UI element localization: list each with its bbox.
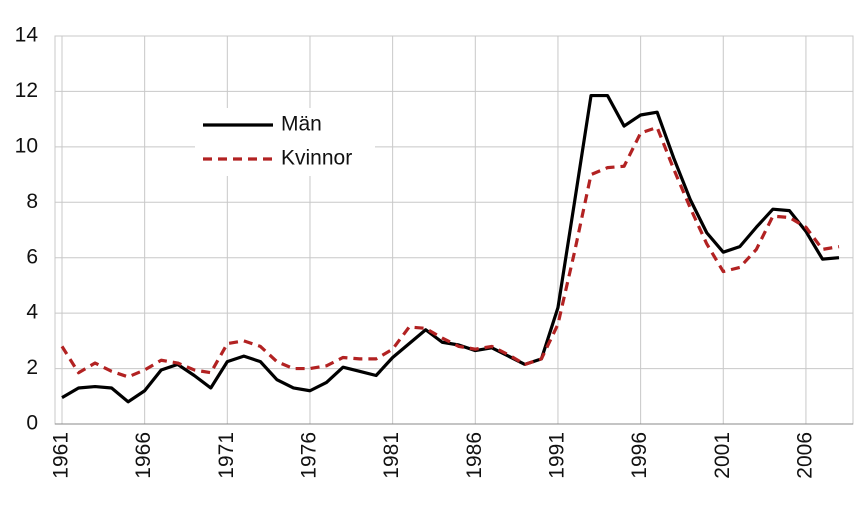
x-tick-label: 1966 xyxy=(132,432,155,479)
legend-label: Män xyxy=(281,113,322,136)
x-tick-label: 1996 xyxy=(628,432,651,479)
x-tick-label: 2006 xyxy=(793,432,816,479)
x-tick-label: 1986 xyxy=(463,432,486,479)
y-tick-label: 10 xyxy=(15,134,38,157)
x-tick-label: 1991 xyxy=(546,432,569,479)
y-tick-label: 2 xyxy=(26,356,38,379)
x-tick-label: 1981 xyxy=(380,432,403,479)
x-tick-label: 1976 xyxy=(298,432,321,479)
y-tick-label: 14 xyxy=(15,24,39,47)
y-tick-label: 12 xyxy=(15,79,38,102)
legend-box xyxy=(195,108,375,176)
legend-label: Kvinnor xyxy=(281,147,352,170)
x-tick-label: 1971 xyxy=(215,432,238,479)
y-tick-label: 6 xyxy=(26,245,38,268)
series-line xyxy=(61,93,840,404)
x-tick-label: 1961 xyxy=(50,432,73,479)
y-tick-label: 0 xyxy=(26,412,38,435)
series-line xyxy=(60,125,840,379)
y-tick-label: 4 xyxy=(26,301,38,324)
y-tick-label: 8 xyxy=(26,190,38,213)
x-tick-label: 2001 xyxy=(711,432,734,479)
